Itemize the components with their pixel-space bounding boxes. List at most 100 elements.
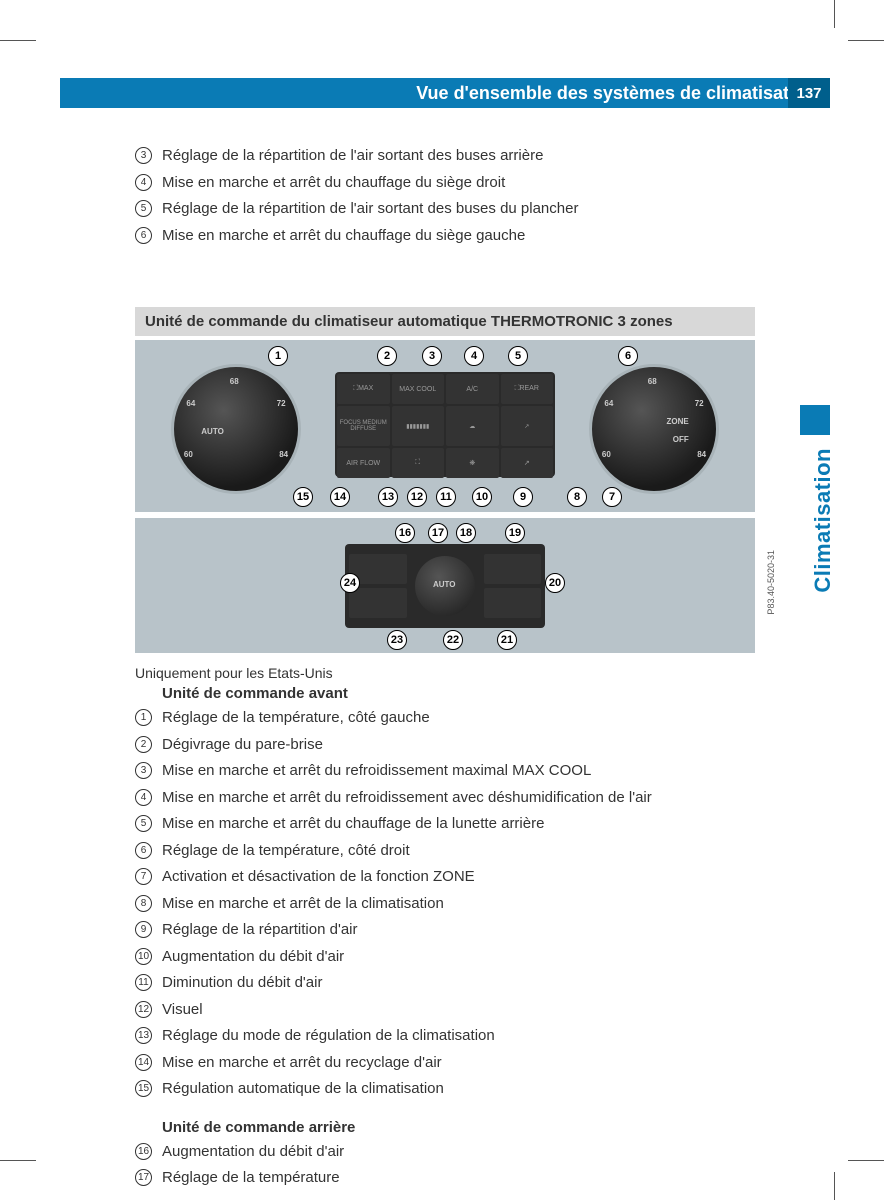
climate-button: A/C — [446, 374, 499, 404]
callout-number-icon: 10 — [135, 948, 152, 965]
climate-button: MAX COOL — [392, 374, 445, 404]
diagram-panel-upper: AUTO 64 72 68 60 84 ⛶MAXMAX COOLA/C⛶REAR… — [135, 340, 755, 512]
callout-number-icon: 8 — [135, 895, 152, 912]
callout-number-icon: 1 — [135, 709, 152, 726]
list-item-text: Réglage de la répartition de l'air sorta… — [162, 198, 578, 221]
list-item-text: Réglage de la température, côté gauche — [162, 707, 430, 730]
callout-marker: 18 — [456, 523, 476, 543]
callout-number-icon: 6 — [135, 227, 152, 244]
rear-item-list: 16Augmentation du débit d'air 17Réglage d… — [135, 1141, 755, 1190]
callout-number-icon: 3 — [135, 147, 152, 164]
list-item-text: Réglage de la température — [162, 1167, 340, 1190]
climate-button: ↗ — [501, 406, 554, 446]
callout-number-icon: 6 — [135, 842, 152, 859]
page-number: 137 — [788, 78, 830, 108]
dial-tick: 60 — [602, 450, 611, 459]
climate-button: ▮▮▮▮▮▮▮ — [392, 406, 445, 446]
list-item-text: Régulation automatique de la climatisati… — [162, 1078, 444, 1101]
callout-number-icon: 12 — [135, 1001, 152, 1018]
list-item: 6Mise en marche et arrêt du chauffage du… — [135, 225, 755, 248]
crop-mark — [848, 40, 884, 41]
dial-tick: 60 — [184, 450, 193, 459]
dial-tick: 68 — [648, 377, 657, 386]
list-item-text: Mise en marche et arrêt du refroidisseme… — [162, 760, 591, 783]
callout-number-icon: 4 — [135, 174, 152, 191]
section-banner: Unité de commande du climatiseur automat… — [135, 307, 755, 336]
list-item: 6 Réglage de la température, côté droit — [135, 840, 755, 863]
list-item: 12Visuel — [135, 999, 755, 1022]
rear-temperature-dial: AUTO — [415, 556, 475, 616]
list-item: 5 Réglage de la répartition de l'air sort… — [135, 198, 755, 221]
callout-number-icon: 2 — [135, 736, 152, 753]
climate-button: ↗ — [501, 448, 554, 478]
callout-number-icon: 3 — [135, 762, 152, 779]
crop-mark — [0, 1160, 36, 1161]
list-item-text: Mise en marche et arrêt du recyclage d'a… — [162, 1052, 442, 1075]
front-unit-heading: Unité de commande avant — [162, 685, 755, 702]
callout-number-icon: 15 — [135, 1080, 152, 1097]
list-item: 16Augmentation du débit d'air — [135, 1141, 755, 1164]
list-item-text: Mise en marche et arrêt du chauffage de … — [162, 813, 544, 836]
callout-number-icon: 5 — [135, 815, 152, 832]
callout-marker: 22 — [443, 630, 463, 650]
list-item: 2 Dégivrage du pare-brise — [135, 734, 755, 757]
callout-marker: 4 — [464, 346, 484, 366]
dial-tick: 64 — [186, 399, 195, 408]
list-item-text: Réglage de la répartition de l'air sorta… — [162, 145, 543, 168]
page-header-bar: Vue d'ensemble des systèmes de climatisa… — [60, 78, 830, 108]
list-item: 3 Mise en marche et arrêt du refroidissem… — [135, 760, 755, 783]
left-temperature-dial: AUTO 64 72 68 60 84 — [171, 364, 301, 494]
list-item: 17Réglage de la température — [135, 1167, 755, 1190]
chapter-side-label: Climatisation — [810, 448, 836, 593]
dial-label-off: OFF — [673, 435, 689, 444]
image-reference-code: P83.40-5020-31 — [766, 550, 776, 615]
dial-tick: 84 — [697, 450, 706, 459]
callout-marker: 16 — [395, 523, 415, 543]
dial-tick: 68 — [230, 377, 239, 386]
callout-marker: 7 — [602, 487, 622, 507]
list-item: 4 Mise en marche et arrêt du chauffage du… — [135, 172, 755, 195]
callout-number-icon: 11 — [135, 974, 152, 991]
crop-mark — [0, 40, 36, 41]
list-item-text: Réglage du mode de régulation de la clim… — [162, 1025, 495, 1048]
list-item: 10 Augmentation du débit d'air — [135, 946, 755, 969]
list-item-text: Dégivrage du pare-brise — [162, 734, 323, 757]
page-content: 3 Réglage de la répartition de l'air sort… — [135, 145, 755, 1194]
top-item-list: 3 Réglage de la répartition de l'air sort… — [135, 145, 755, 247]
callout-marker: 3 — [422, 346, 442, 366]
climate-button: ⛶REAR — [501, 374, 554, 404]
list-item-text: Diminution du débit d'air — [162, 972, 322, 995]
callout-number-icon: 5 — [135, 200, 152, 217]
list-item-text: Mise en marche et arrêt du chauffage du … — [162, 172, 505, 195]
list-item: 8 Mise en marche et arrêt de la climatisa… — [135, 893, 755, 916]
climate-button: ❋ — [446, 448, 499, 478]
diagram-panel-lower: AUTO 161718192420232221 — [135, 518, 755, 653]
list-item: 15 Régulation automatique de la climatisa… — [135, 1078, 755, 1101]
list-item: 1 Réglage de la température, côté gauche — [135, 707, 755, 730]
list-item: 13Réglage du mode de régulation de la cl… — [135, 1025, 755, 1048]
callout-number-icon: 9 — [135, 921, 152, 938]
callout-marker: 24 — [340, 573, 360, 593]
list-item-text: Augmentation du débit d'air — [162, 1141, 344, 1164]
callout-marker: 12 — [407, 487, 427, 507]
dial-tick: 72 — [695, 399, 704, 408]
climate-button: ⛶MAX — [337, 374, 390, 404]
callout-marker: 11 — [436, 487, 456, 507]
callout-marker: 13 — [378, 487, 398, 507]
list-item-text: Réglage de la température, côté droit — [162, 840, 410, 863]
list-item: 4Mise en marche et arrêt du refroidissem… — [135, 787, 755, 810]
callout-marker: 15 — [293, 487, 313, 507]
crop-mark — [834, 1172, 835, 1200]
list-item-text: Mise en marche et arrêt de la climatisat… — [162, 893, 444, 916]
list-item-text: Mise en marche et arrêt du refroidisseme… — [162, 787, 652, 810]
dial-tick: 84 — [279, 450, 288, 459]
climate-button: ⛶ — [392, 448, 445, 478]
callout-number-icon: 14 — [135, 1054, 152, 1071]
callout-number-icon: 7 — [135, 868, 152, 885]
rear-air-button-icon — [484, 588, 542, 618]
list-item-text: Augmentation du débit d'air — [162, 946, 344, 969]
page-header-title: Vue d'ensemble des systèmes de climatisa… — [416, 83, 816, 104]
dial-label: AUTO — [433, 580, 456, 589]
climate-button: AIR FLOW — [337, 448, 390, 478]
rear-seat-heat-right-icon — [484, 554, 542, 584]
